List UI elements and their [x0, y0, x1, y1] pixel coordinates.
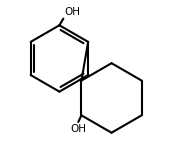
Text: OH: OH: [70, 124, 86, 134]
Text: OH: OH: [64, 7, 80, 17]
